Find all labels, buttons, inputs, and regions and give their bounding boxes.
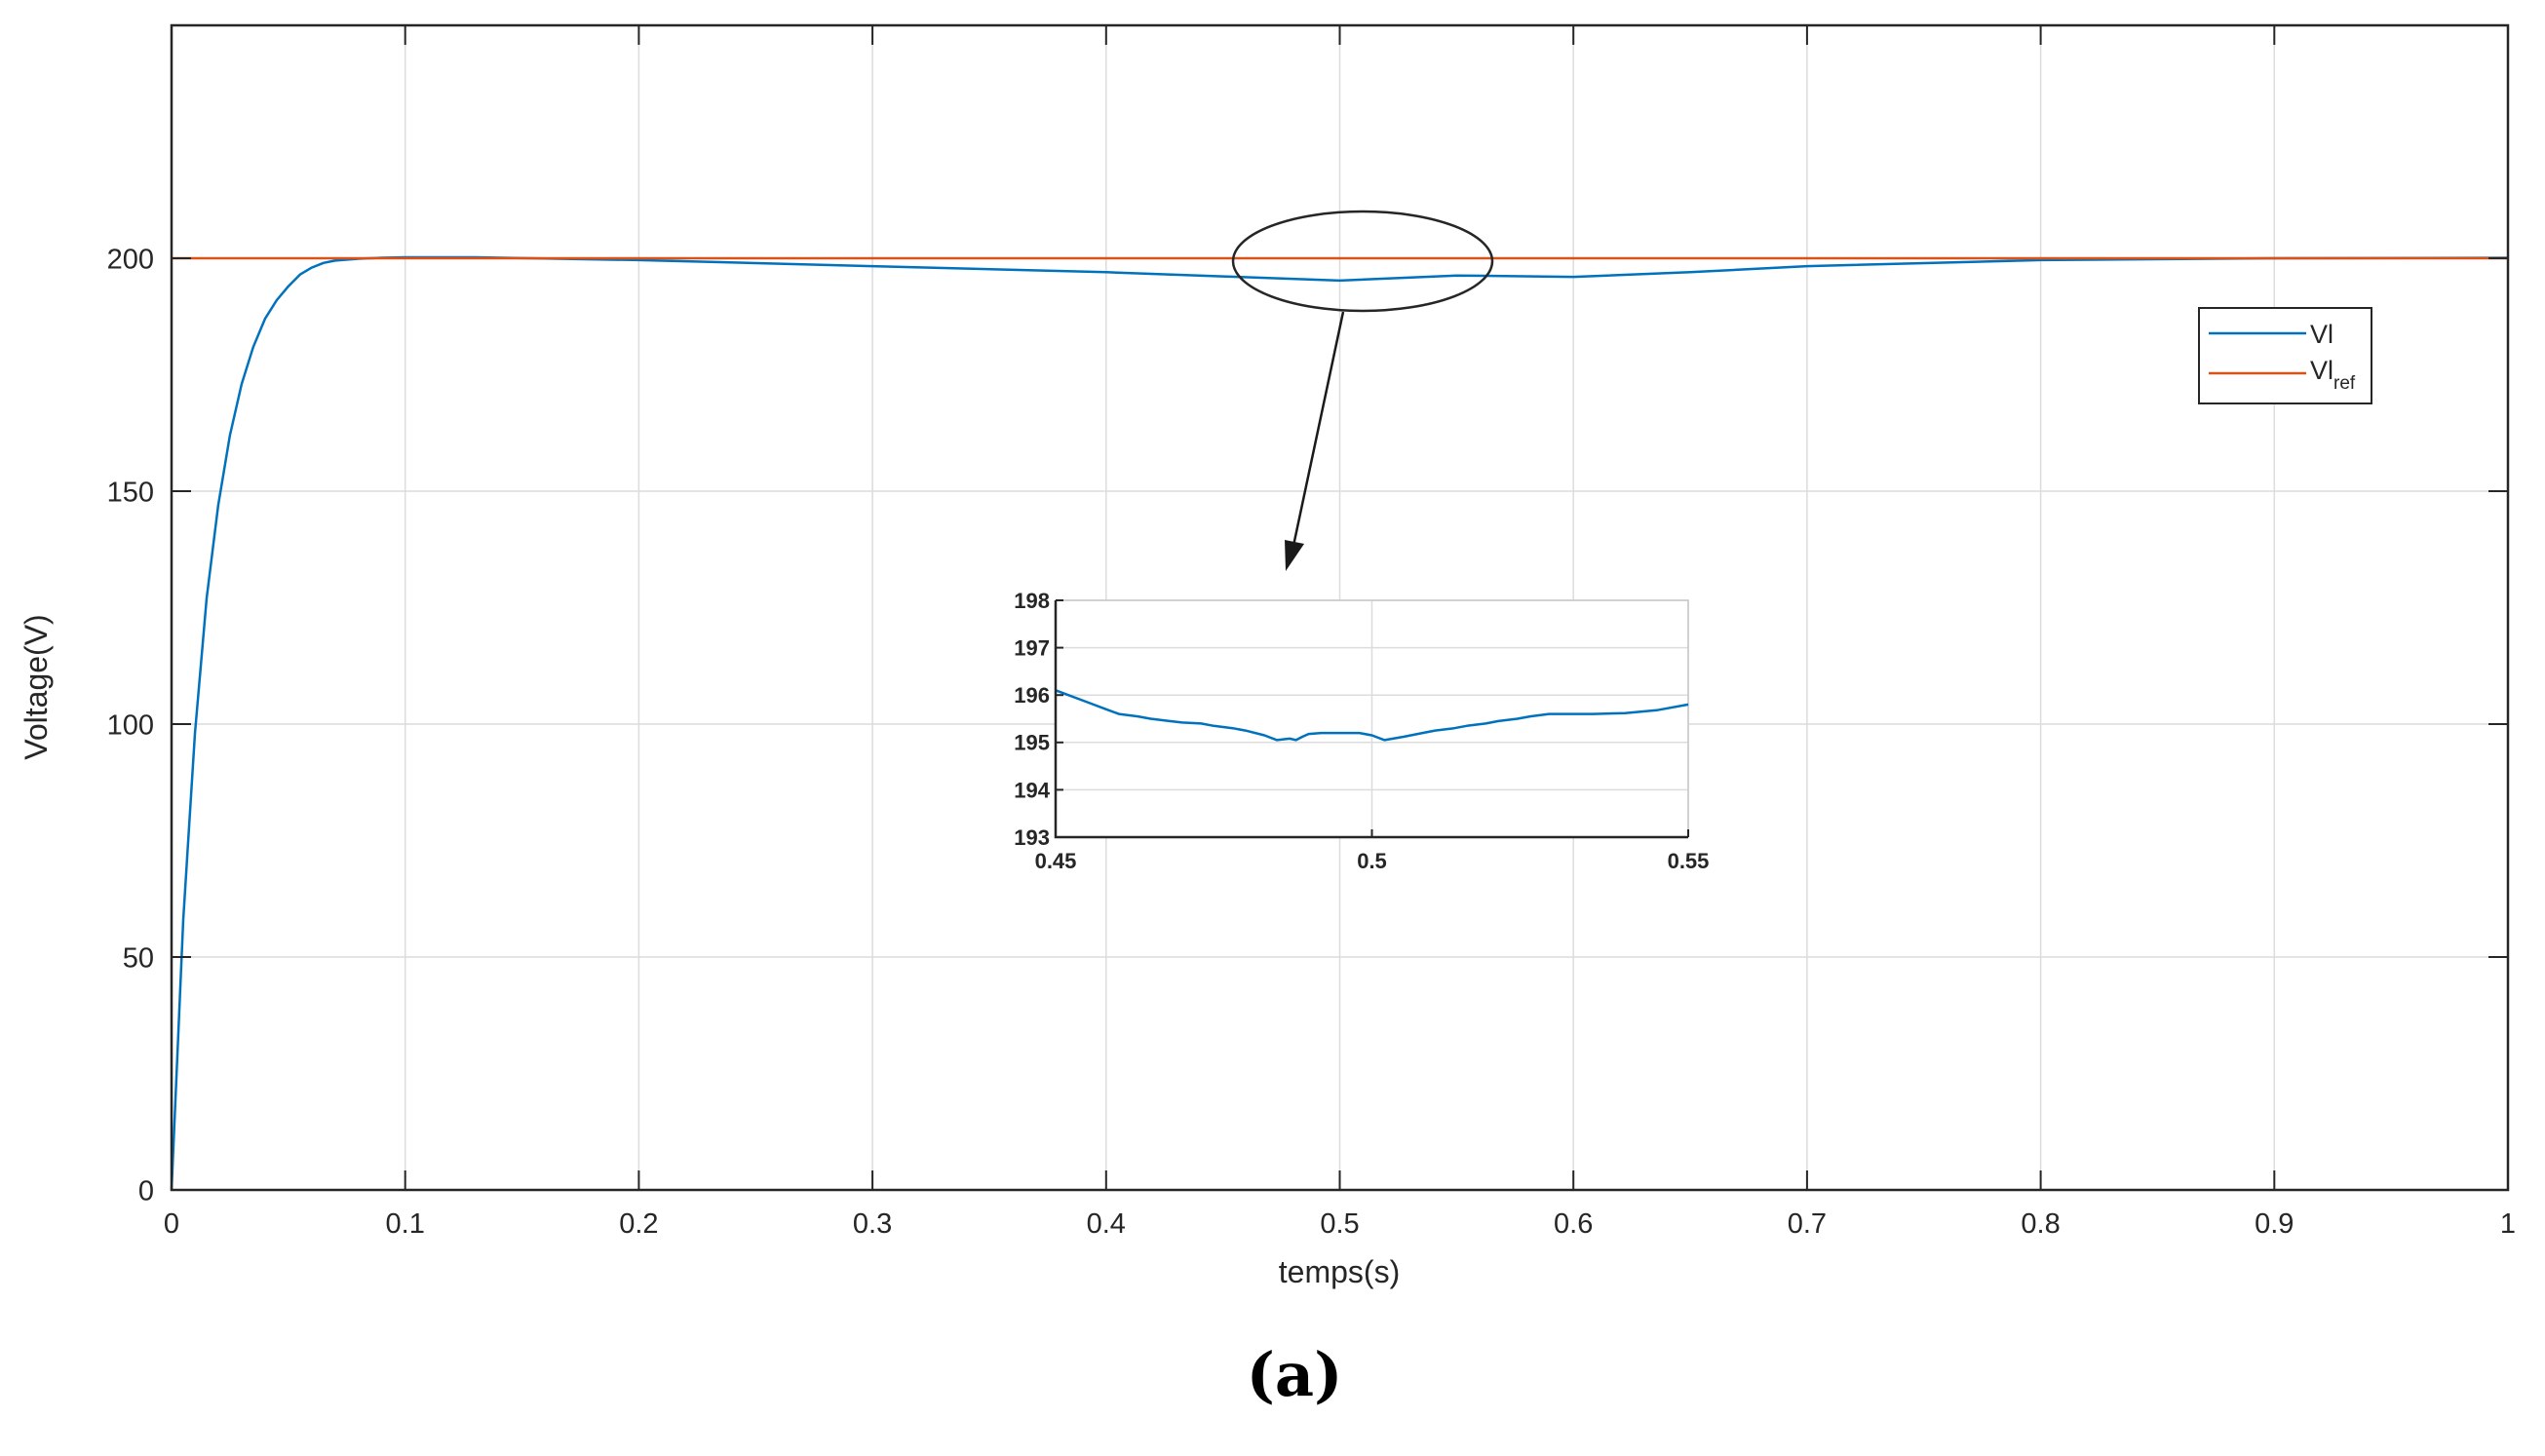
inset-x-tick-label: 0.5 [1357,849,1387,873]
inset-x-tick-label: 0.45 [1035,849,1077,873]
main-y-tick-label: 50 [123,942,154,974]
legend: Vl Vlref [2198,307,2372,404]
inset-y-tick-label: 197 [1014,636,1050,661]
main-x-tick-label: 0.3 [853,1208,892,1240]
x-axis-label: temps(s) [1279,1254,1400,1289]
zoom-ellipse [1231,210,1494,313]
main-x-tick-label: 0 [164,1208,179,1240]
main-x-tick-label: 0.1 [386,1208,425,1240]
zoom-callout [1231,210,1494,571]
main-x-tick-label: 0.8 [2021,1208,2060,1240]
inset-y-tick-label: 194 [1014,778,1050,802]
legend-box [2198,307,2372,404]
inset-y-tick-label: 193 [1014,825,1050,850]
inset-y-tick-labels: 193 194 195 196 197 198 [1014,589,1050,850]
main-x-tick-label: 0.4 [1087,1208,1126,1240]
inset-series-layer [1055,689,1689,742]
inset-y-tick-label: 198 [1014,589,1050,613]
main-plot: 0 0.1 0.2 0.3 0.4 0.5 0.6 0.7 0.8 0.9 1 0 50 100 150 2… [19,23,2516,1289]
main-x-tick-label: 1 [2500,1208,2516,1240]
inset-x-tick-label: 0.55 [1668,849,1710,873]
main-series-layer [170,255,2509,1191]
inset-x-tick-labels: 0.45 0.5 0.55 [1035,849,1710,873]
inset-series-line-0 [1055,689,1689,742]
callout-arrow-head [1285,540,1304,571]
legend-label-vlref-sub: ref [2333,373,2356,394]
main-x-tick-label: 0.9 [2255,1208,2294,1240]
legend-label-vlref-main: Vl [2310,356,2333,385]
main-x-tick-label: 0.5 [1320,1208,1359,1240]
main-y-tick-label: 0 [138,1175,154,1207]
inset-plot: 0.45 0.5 0.55 193 194 195 196 197 198 [1014,589,1709,873]
inset-y-tick-label: 196 [1014,683,1050,708]
inset-ticks [1055,599,1689,838]
main-x-tick-label: 0.6 [1554,1208,1593,1240]
main-y-tick-label: 150 [107,477,154,508]
main-y-tick-label: 100 [107,709,154,741]
y-axis-label: Voltage(V) [19,614,54,759]
inset-y-tick-label: 195 [1014,731,1050,755]
inset-frame-light-edges [1056,599,1689,837]
main-x-tick-label: 0.7 [1788,1208,1827,1240]
main-x-tick-label: 0.2 [619,1208,658,1240]
main-x-tick-labels: 0 0.1 0.2 0.3 0.4 0.5 0.6 0.7 0.8 0.9 1 [164,1208,2516,1240]
callout-arrow-line [1292,311,1345,547]
main-ticks [171,25,2509,1191]
main-y-tick-labels: 0 50 100 150 200 [107,244,154,1207]
figure-caption: (a) [1247,1339,1343,1410]
legend-label-vl: Vl [2310,320,2333,349]
legend-label-vlref: Vlref [2310,356,2356,394]
main-y-tick-label: 200 [107,244,154,275]
